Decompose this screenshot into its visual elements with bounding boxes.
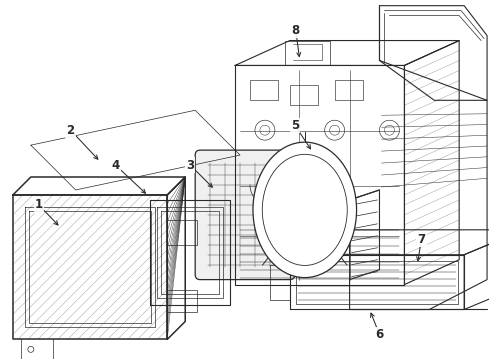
- Text: 4: 4: [111, 158, 120, 172]
- Text: 3: 3: [186, 158, 194, 172]
- Text: 7: 7: [417, 233, 425, 246]
- Text: 6: 6: [375, 328, 384, 341]
- Bar: [250, 80, 278, 100]
- Bar: [335, 80, 363, 100]
- Text: 1: 1: [35, 198, 43, 211]
- Text: 5: 5: [291, 119, 299, 132]
- Ellipse shape: [253, 142, 357, 278]
- Text: 2: 2: [67, 124, 75, 137]
- Text: 8: 8: [292, 24, 300, 37]
- Bar: [290, 85, 318, 105]
- FancyBboxPatch shape: [195, 150, 295, 280]
